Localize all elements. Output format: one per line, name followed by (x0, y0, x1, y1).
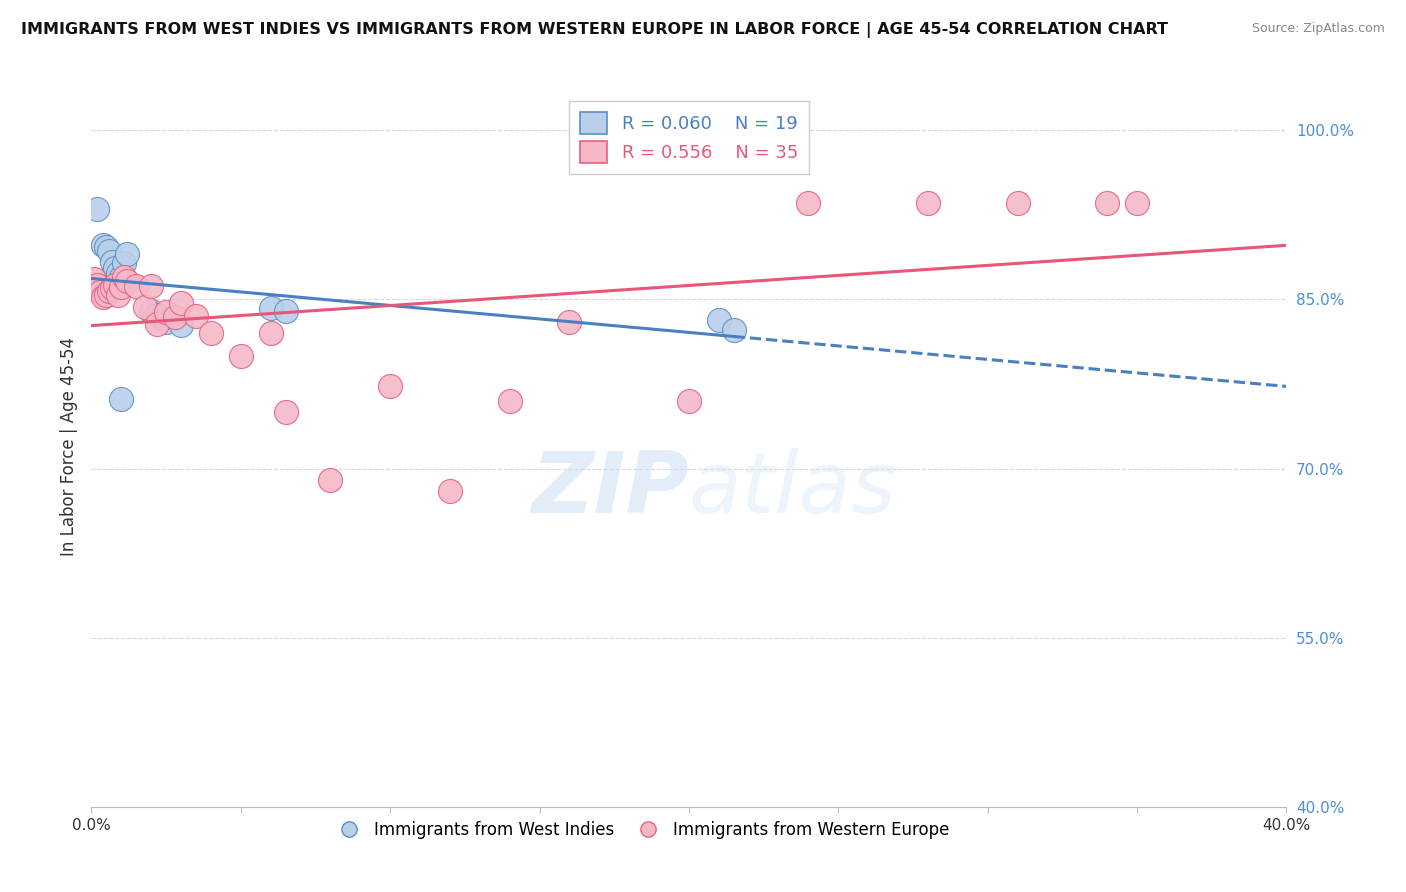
Point (83, 272, 105, 286)
Point (112, 256, 135, 270)
Point (155, 304, 177, 318)
Point (274, 303, 297, 318)
Point (1097, 196, 1119, 211)
Point (98, 244, 121, 258)
Point (1007, 196, 1029, 211)
Point (163, 310, 186, 325)
Point (917, 196, 939, 211)
Point (125, 278, 148, 293)
Point (110, 392, 132, 406)
Point (93, 290, 115, 304)
Point (141, 303, 163, 318)
Point (380, 379, 402, 393)
Point (86, 202, 108, 216)
Point (110, 280, 132, 294)
Point (229, 349, 252, 363)
Point (104, 277, 127, 292)
Point (112, 269, 135, 284)
Point (319, 473, 342, 487)
Point (134, 300, 156, 314)
Point (274, 405, 297, 419)
Point (1126, 196, 1149, 211)
Point (101, 281, 124, 295)
Point (101, 255, 124, 269)
Point (259, 326, 281, 340)
Point (499, 393, 522, 408)
Point (104, 260, 127, 275)
Point (89, 285, 111, 300)
Point (155, 315, 177, 329)
Point (141, 278, 163, 293)
Y-axis label: In Labor Force | Age 45-54: In Labor Force | Age 45-54 (59, 336, 77, 556)
Text: IMMIGRANTS FROM WEST INDIES VS IMMIGRANTS FROM WESTERN EUROPE IN LABOR FORCE | A: IMMIGRANTS FROM WEST INDIES VS IMMIGRANT… (21, 22, 1168, 38)
Text: Source: ZipAtlas.com: Source: ZipAtlas.com (1251, 22, 1385, 36)
Point (200, 326, 222, 340)
Point (678, 393, 700, 408)
Text: ZIP: ZIP (531, 448, 689, 531)
Point (115, 247, 138, 261)
Point (107, 287, 129, 301)
Point (146, 308, 169, 322)
Point (98, 285, 121, 299)
Point (259, 301, 281, 316)
Point (96, 240, 118, 254)
Point (439, 484, 461, 499)
Point (707, 312, 730, 326)
Point (96, 287, 118, 301)
Legend: Immigrants from West Indies, Immigrants from Western Europe: Immigrants from West Indies, Immigrants … (326, 814, 956, 846)
Point (115, 274, 138, 288)
Point (797, 196, 820, 211)
Point (93, 238, 115, 252)
Text: atlas: atlas (689, 448, 897, 531)
Point (86, 277, 108, 292)
Point (723, 323, 745, 337)
Point (146, 317, 169, 331)
Point (170, 295, 193, 310)
Point (170, 318, 193, 333)
Point (558, 315, 581, 329)
Point (184, 309, 207, 323)
Point (107, 266, 129, 280)
Point (110, 269, 132, 284)
